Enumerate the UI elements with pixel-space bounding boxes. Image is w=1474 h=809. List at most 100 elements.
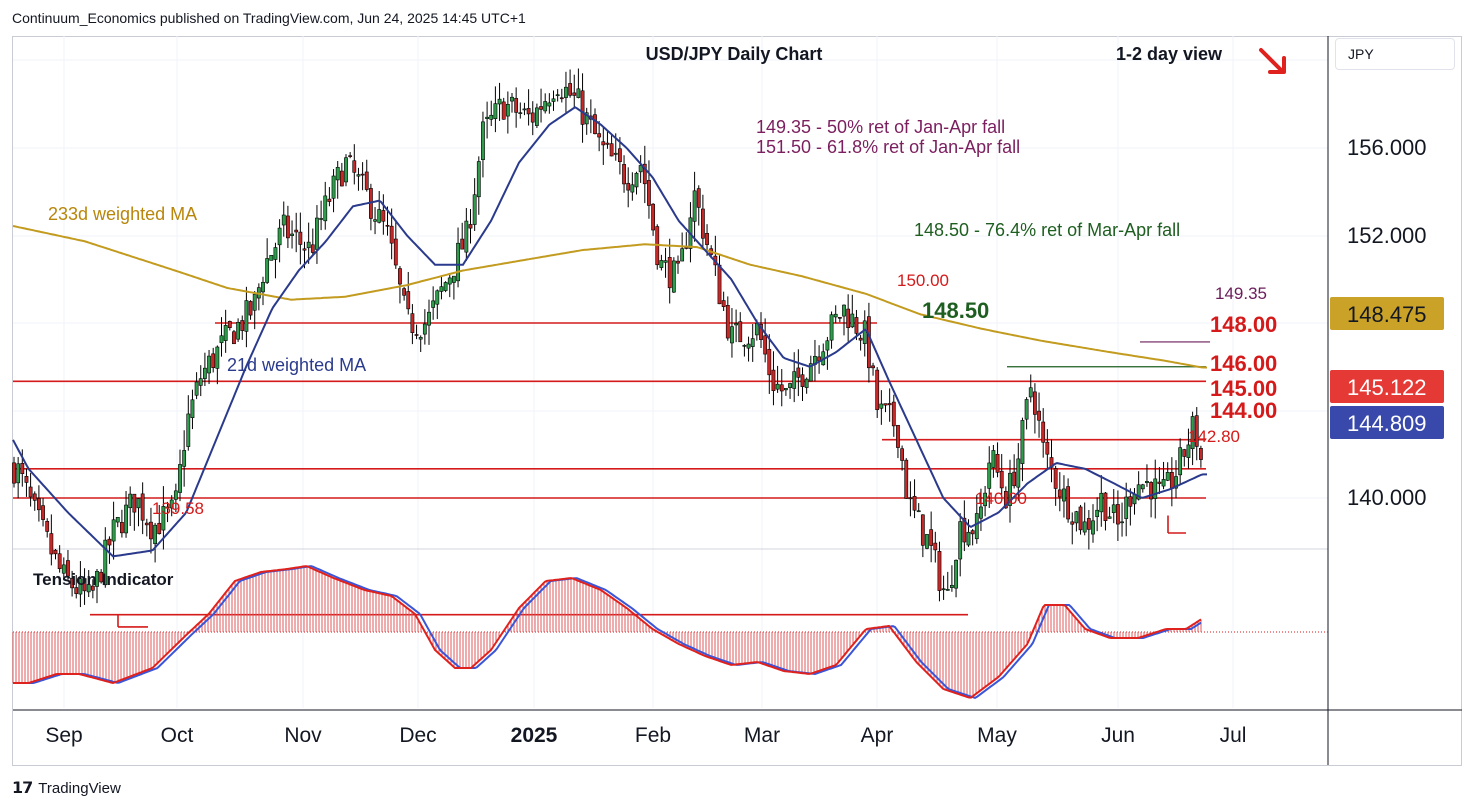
time-tick-label: Sep <box>45 724 82 747</box>
candle-body-up <box>439 286 444 292</box>
candle-body-down <box>501 101 506 120</box>
candle <box>86 570 91 598</box>
candle <box>1140 483 1145 493</box>
candle <box>481 111 485 178</box>
candle <box>767 334 772 394</box>
candle-body-up <box>510 96 514 102</box>
candle-body-down <box>1078 506 1083 531</box>
candle-body-up <box>95 570 99 587</box>
candle <box>954 559 958 598</box>
candle <box>883 403 888 413</box>
candle <box>601 127 606 165</box>
candle <box>875 367 880 418</box>
candle <box>775 365 780 393</box>
candle-body-up <box>335 166 340 181</box>
candle <box>182 430 187 487</box>
candle-body-up <box>219 335 224 344</box>
candle-body-up <box>551 98 556 102</box>
candle-body-down <box>302 248 307 251</box>
candle-body-up <box>203 367 207 379</box>
candle <box>622 155 626 193</box>
footer-brand[interactable]: TradingView <box>38 779 121 797</box>
candle-body-up <box>1107 516 1112 519</box>
candle-body-up <box>576 88 581 98</box>
level-label-142.80: 142.80 <box>1188 427 1240 446</box>
candle <box>559 88 564 103</box>
candle <box>730 308 734 358</box>
candle <box>949 565 954 592</box>
candle-body-down <box>149 521 153 540</box>
candle <box>244 286 249 348</box>
candle-body-up <box>630 184 635 193</box>
candle-body-down <box>605 142 610 145</box>
candle <box>813 339 817 382</box>
publisher-header: Continuum_Economics published on Trading… <box>12 10 526 26</box>
candle-body-down <box>725 305 730 339</box>
candle-body-up <box>1020 420 1025 464</box>
candle-body-down <box>1037 410 1041 421</box>
price-badge-bg <box>1330 370 1444 403</box>
candle <box>671 257 676 293</box>
level-label-146.00: 146.00 <box>1210 351 1277 376</box>
candle <box>265 238 270 285</box>
candle <box>617 137 622 175</box>
candle-body-down <box>310 244 315 253</box>
candle-body-up <box>277 227 282 246</box>
candle <box>298 212 303 265</box>
candle <box>269 254 274 261</box>
candle-body-up <box>1136 484 1141 500</box>
candle-body-down <box>414 334 419 336</box>
candle <box>912 479 917 519</box>
candle-body-up <box>103 539 108 586</box>
candle <box>1194 407 1199 461</box>
support-resistance-levels <box>13 322 1210 628</box>
candle <box>53 548 58 560</box>
candle-body-down <box>144 522 149 526</box>
time-tick-label: May <box>977 724 1017 747</box>
candle-body-up <box>613 152 618 155</box>
price-badge-bg <box>1330 297 1444 330</box>
candle <box>1153 459 1158 519</box>
candle-body-up <box>1111 504 1116 514</box>
candle-body-down <box>1086 518 1091 530</box>
currency-selector[interactable]: JPY <box>1335 38 1455 70</box>
candle-body-up <box>1161 479 1166 487</box>
candle <box>510 92 514 113</box>
candle <box>315 205 319 264</box>
candle-body-up <box>783 387 788 391</box>
candle <box>945 571 950 591</box>
candle-body-down <box>908 497 913 500</box>
candle-body-down <box>53 549 58 555</box>
candle <box>937 541 942 602</box>
candle <box>891 394 896 437</box>
candle-body-down <box>866 316 871 369</box>
candle <box>734 309 739 343</box>
candle <box>522 102 527 116</box>
candle-body-up <box>555 94 560 97</box>
candle-body-down <box>539 106 543 110</box>
candle <box>24 468 29 497</box>
candle-body-up <box>1178 447 1183 476</box>
candle <box>285 205 290 248</box>
candle-body-up <box>775 383 780 390</box>
candle <box>796 349 801 397</box>
candle <box>1033 383 1037 434</box>
candle-body-down <box>140 493 145 521</box>
candle <box>1174 460 1178 499</box>
candle <box>427 299 431 345</box>
candle-body-down <box>962 517 967 543</box>
ma233-line <box>12 225 1207 369</box>
level-label-149.35: 149.35 <box>1215 284 1267 303</box>
candle <box>871 362 875 376</box>
candle <box>568 69 573 98</box>
candle <box>1190 411 1195 466</box>
candle-body-down <box>887 403 892 406</box>
candle-body-up <box>518 112 523 114</box>
candle-body-down <box>530 112 535 123</box>
candle-body-up <box>1174 476 1178 489</box>
candle <box>344 154 348 187</box>
candle-body-up <box>207 355 211 374</box>
oscillator-main-line <box>13 565 1202 699</box>
candle-body-up <box>124 504 128 534</box>
